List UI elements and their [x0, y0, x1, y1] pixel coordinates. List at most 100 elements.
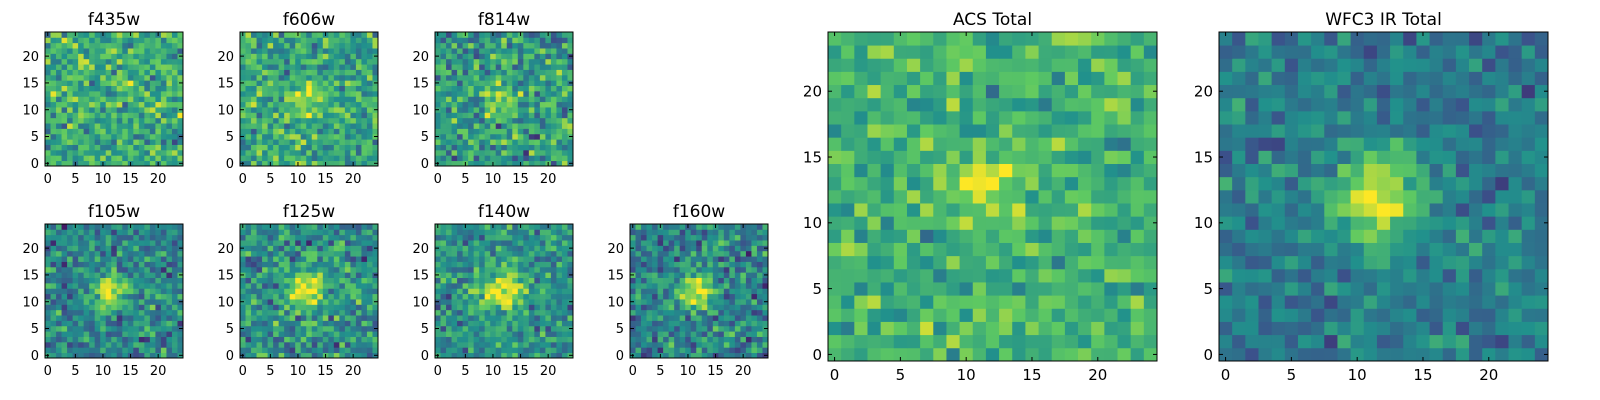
heatmap-cell	[111, 331, 118, 337]
heatmap-cell	[144, 48, 151, 54]
heatmap-cell	[641, 245, 647, 252]
heatmap-cell	[116, 74, 123, 81]
heatmap-cell	[50, 133, 57, 140]
heatmap-cell	[366, 133, 373, 140]
heatmap-cell	[105, 101, 112, 108]
heatmap-cell	[166, 331, 173, 337]
heatmap-cell	[122, 42, 129, 49]
heatmap-cell	[550, 149, 557, 156]
heatmap-cell	[539, 133, 546, 140]
heatmap-cell	[273, 288, 280, 295]
heatmap-cell	[517, 64, 524, 70]
heatmap-cell	[144, 155, 151, 162]
heatmap-cell	[245, 224, 252, 230]
heatmap-cell	[311, 64, 318, 70]
heatmap-cell	[468, 336, 475, 343]
heatmap-cell	[646, 309, 653, 316]
heatmap-cell	[435, 42, 441, 49]
heatmap-cell	[273, 144, 280, 151]
heatmap-cell	[311, 266, 318, 273]
heatmap-cell	[127, 85, 134, 92]
heatmap-cell	[946, 321, 960, 336]
heatmap-cell	[133, 250, 140, 257]
x-tick-label: 0	[44, 364, 52, 379]
heatmap-cell	[333, 320, 340, 327]
heatmap-cell	[72, 144, 79, 151]
heatmap-cell	[641, 250, 647, 257]
heatmap-cell	[556, 250, 563, 257]
heatmap-cell	[372, 69, 379, 76]
heatmap-cell	[177, 229, 184, 236]
y-tick-label: 10	[412, 103, 429, 118]
heatmap-cell	[1064, 347, 1079, 362]
heatmap-cell	[372, 250, 379, 257]
heatmap-cell	[245, 293, 252, 300]
heatmap-cell	[317, 64, 324, 70]
heatmap-cell	[512, 277, 519, 284]
heatmap-cell	[166, 325, 173, 332]
heatmap-cell	[89, 277, 96, 284]
heatmap-cell	[366, 320, 373, 327]
heatmap-cell	[630, 261, 636, 268]
heatmap-cell	[317, 69, 324, 76]
heatmap-cell	[457, 58, 463, 65]
heatmap-cell	[333, 112, 340, 119]
heatmap-cell	[372, 240, 379, 246]
x-tick-label: 5	[71, 172, 79, 187]
heatmap-cell	[663, 282, 670, 289]
heatmap-cell	[539, 304, 546, 311]
heatmap-cell	[105, 320, 112, 327]
heatmap-cell	[127, 288, 134, 295]
heatmap-cell	[366, 240, 373, 246]
heatmap-cell	[127, 304, 134, 311]
heatmap-cell	[177, 101, 184, 108]
heatmap-cell	[985, 163, 1000, 178]
heatmap-cell	[177, 74, 184, 81]
heatmap-cell	[262, 309, 268, 316]
heatmap-cell	[435, 74, 441, 81]
heatmap-cell	[880, 189, 895, 204]
heatmap-cell	[50, 331, 57, 337]
heatmap-cell	[133, 58, 140, 65]
heatmap-cell	[262, 32, 268, 38]
heatmap-cell	[61, 128, 68, 135]
heatmap-cell	[177, 58, 184, 65]
heatmap-cell	[657, 347, 664, 354]
heatmap-cell	[690, 288, 697, 295]
heatmap-cell	[144, 299, 151, 305]
x-tick-label: 20	[150, 364, 167, 379]
heatmap-cell	[561, 224, 568, 230]
heatmap-cell	[278, 117, 285, 124]
heatmap-cell	[89, 315, 96, 321]
heatmap-cell	[284, 128, 291, 135]
heatmap-cell	[105, 224, 112, 230]
heatmap-cell	[523, 282, 530, 289]
heatmap-cell	[278, 352, 285, 359]
heatmap-cell	[328, 315, 335, 321]
heatmap-cell	[479, 347, 486, 354]
heatmap-cell	[468, 144, 475, 151]
heatmap-cell	[484, 160, 491, 167]
heatmap-cell	[495, 42, 502, 49]
heatmap-cell	[262, 58, 268, 65]
heatmap-cell	[311, 85, 318, 92]
heatmap-cell	[138, 149, 145, 156]
heatmap-cell	[668, 336, 675, 343]
panel-title: f125w	[283, 202, 335, 222]
heatmap-cell	[83, 160, 90, 167]
heatmap-cell	[501, 117, 508, 124]
heatmap-cell	[435, 282, 441, 289]
heatmap-cell	[567, 85, 574, 92]
heatmap-cell	[490, 101, 497, 108]
heatmap-cell	[468, 234, 475, 241]
heatmap-cell	[679, 250, 686, 257]
heatmap-cell	[317, 229, 324, 236]
heatmap-cell	[149, 347, 156, 354]
heatmap-cell	[177, 240, 184, 246]
heatmap-cell	[550, 261, 557, 268]
heatmap-cell	[484, 256, 491, 262]
heatmap-cell	[317, 266, 324, 273]
heatmap-cell	[127, 107, 134, 113]
heatmap-cell	[740, 304, 747, 311]
heatmap-cell	[72, 80, 79, 86]
